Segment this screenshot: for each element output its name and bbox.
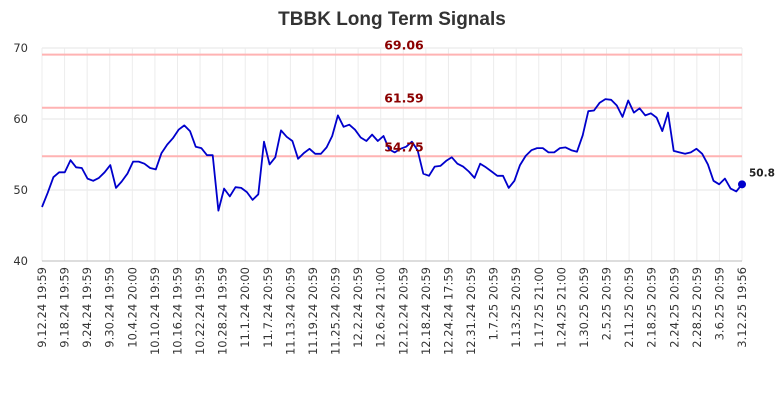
x-tick-label: 10.28.24 19:59 bbox=[216, 267, 230, 355]
x-tick-label: 2.18.25 20:59 bbox=[645, 267, 659, 348]
x-tick-label: 3.6.25 20:59 bbox=[712, 267, 726, 340]
x-tick-label: 10.10.24 19:59 bbox=[148, 267, 162, 355]
x-tick-label: 12.6.24 21:00 bbox=[374, 267, 388, 348]
x-tick-label: 12.2.24 20:59 bbox=[351, 267, 365, 348]
x-tick-label: 9.12.24 19:59 bbox=[35, 267, 49, 348]
reference-label: 61.59 bbox=[384, 91, 424, 106]
x-tick-label: 9.30.24 19:59 bbox=[103, 267, 117, 348]
grid bbox=[41, 47, 743, 262]
last-value-label: 50.8 bbox=[749, 167, 775, 179]
y-tick-label: 70 bbox=[13, 41, 28, 55]
x-tick-label: 1.7.25 20:59 bbox=[487, 267, 501, 340]
y-tick-label: 60 bbox=[13, 112, 28, 126]
x-tick-label: 11.25.24 20:59 bbox=[329, 267, 343, 355]
x-tick-label: 12.31.24 20:59 bbox=[464, 267, 478, 355]
y-tick-label: 50 bbox=[13, 183, 28, 197]
reference-label: 69.06 bbox=[384, 38, 424, 53]
axes: 40 50 60 70 9.12.24 19:59 9.18.24 19:59 9.24.2… bbox=[13, 41, 749, 355]
series-layer: 50.8 bbox=[41, 98, 775, 212]
x-tick-label: 2.5.25 20:59 bbox=[600, 267, 614, 340]
x-tick-label: 10.22.24 19:59 bbox=[193, 267, 207, 355]
x-tick-label: 9.24.24 19:59 bbox=[80, 267, 94, 348]
x-tick-label: 9.18.24 19:59 bbox=[58, 267, 72, 348]
reference-labels: 69.06 61.59 54.75 bbox=[384, 38, 424, 155]
price-line bbox=[41, 98, 743, 212]
x-tick-label: 1.13.25 20:59 bbox=[509, 267, 523, 348]
x-tick-label: 10.16.24 19:59 bbox=[170, 267, 184, 355]
x-tick-label: 10.4.24 20:00 bbox=[125, 267, 139, 348]
x-tick-label: 2.28.25 20:59 bbox=[690, 267, 704, 348]
x-tick-label: 11.1.24 20:00 bbox=[238, 267, 252, 348]
x-tick-label: 11.13.24 20:59 bbox=[283, 267, 297, 355]
x-tick-label: 2.24.25 20:59 bbox=[667, 267, 681, 348]
x-tick-label: 12.12.24 20:59 bbox=[396, 267, 410, 355]
x-tick-label: 11.19.24 20:59 bbox=[306, 267, 320, 355]
x-tick-label: 1.30.25 20:59 bbox=[577, 267, 591, 348]
x-tick-label: 11.7.24 20:59 bbox=[261, 267, 275, 348]
x-tick-label: 12.24.24 17:59 bbox=[441, 267, 455, 355]
x-tick-label: 1.17.25 21:00 bbox=[532, 267, 546, 348]
last-point-marker bbox=[738, 180, 746, 189]
x-tick-label: 3.12.25 19:56 bbox=[735, 267, 749, 348]
x-tick-label: 1.24.25 21:00 bbox=[554, 267, 568, 348]
chart-title: TBBK Long Term Signals bbox=[278, 9, 506, 30]
x-tick-label: 12.18.24 20:59 bbox=[419, 267, 433, 355]
reference-label: 54.75 bbox=[384, 139, 424, 154]
x-tick-label: 2.11.25 20:59 bbox=[622, 267, 636, 348]
y-tick-label: 40 bbox=[13, 254, 28, 268]
